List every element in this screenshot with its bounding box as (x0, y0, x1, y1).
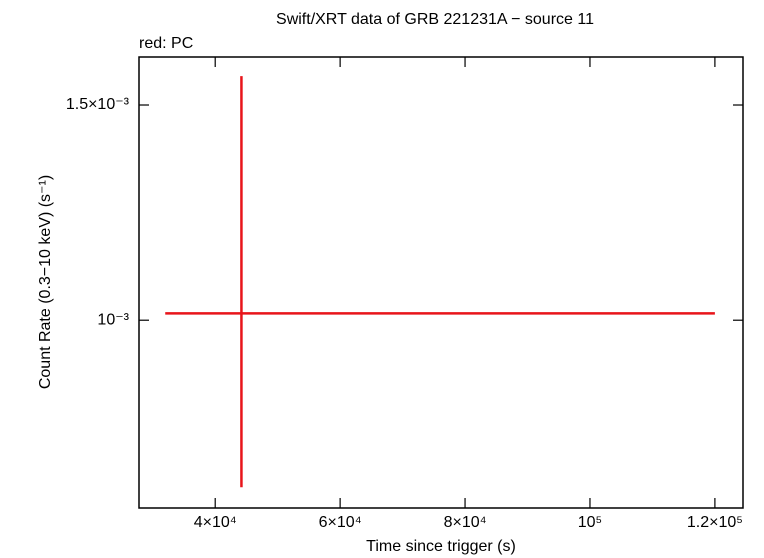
x-tick-label: 10⁵ (578, 514, 602, 531)
x-tick-label: 1.2×10⁵ (687, 514, 743, 531)
y-tick-label: 10⁻³ (97, 311, 129, 328)
x-tick-label: 6×10⁴ (319, 514, 362, 531)
chart-title: Swift/XRT data of GRB 221231A − source 1… (276, 11, 594, 28)
x-tick-label: 4×10⁴ (194, 514, 237, 531)
x-tick-label: 8×10⁴ (444, 514, 487, 531)
y-axis-label: Count Rate (0.3−10 keV) (s⁻¹) (37, 175, 54, 389)
y-tick-label: 1.5×10⁻³ (66, 96, 130, 113)
plot-frame (138, 56, 744, 509)
x-axis-label: Time since trigger (s) (366, 538, 516, 555)
chart-subtitle: red: PC (139, 35, 193, 52)
